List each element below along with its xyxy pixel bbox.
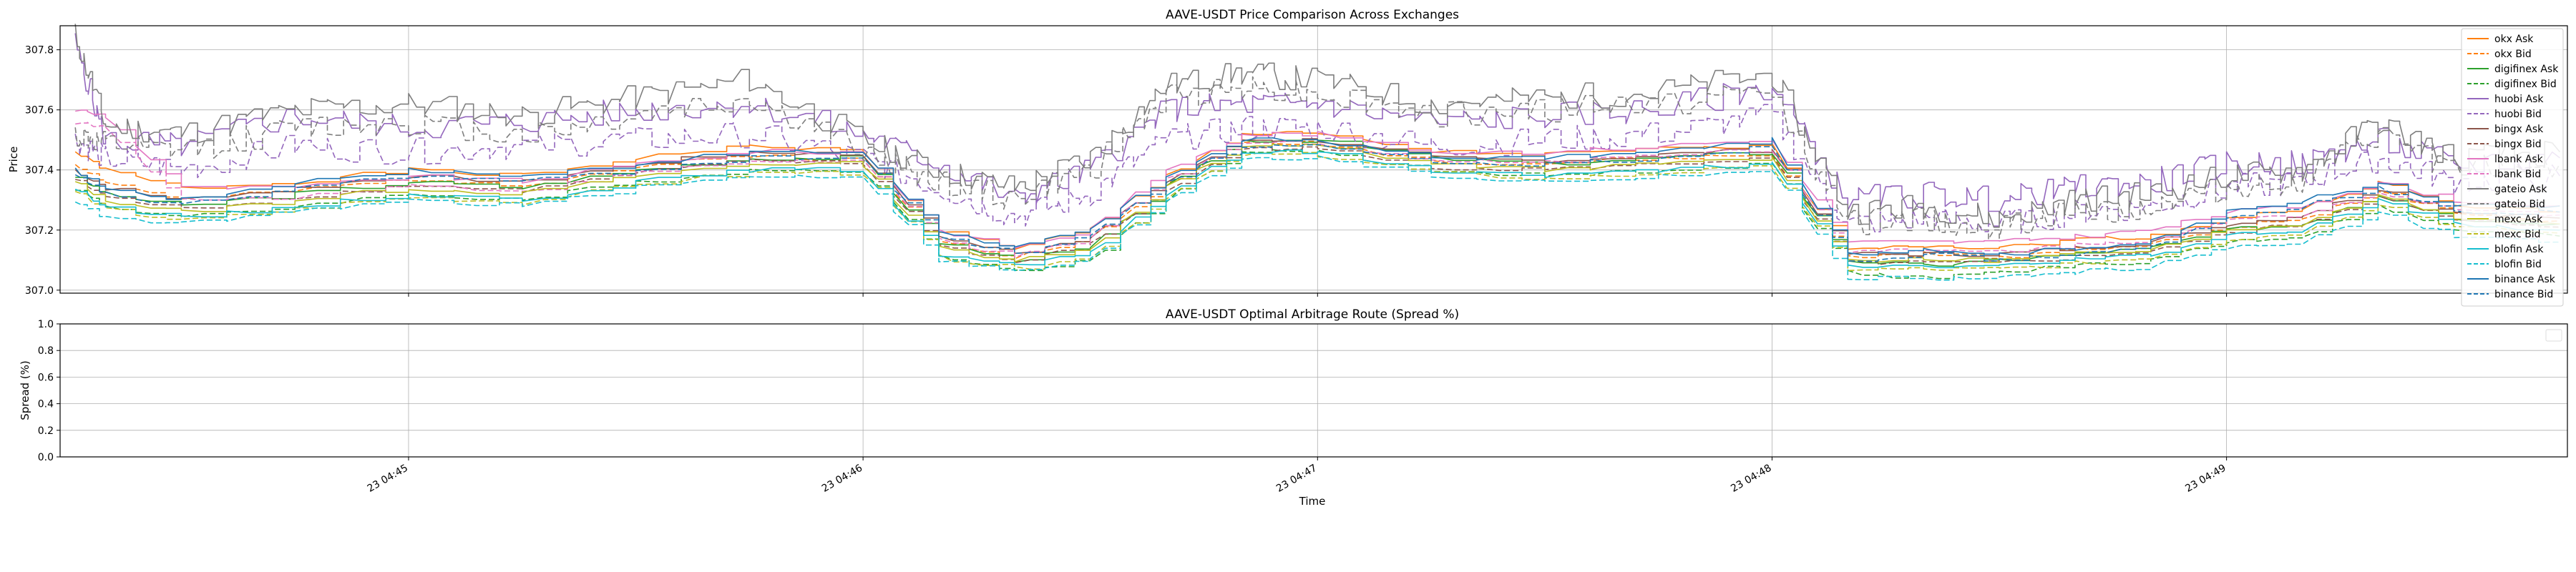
legend-entry: binance Bid — [2494, 289, 2553, 300]
series-line-binance-bid — [74, 144, 2560, 262]
price-chart-y-label: Price — [7, 147, 20, 173]
series-line-gateio-ask — [74, 24, 2561, 228]
series-line-blofin-bid — [74, 155, 2560, 281]
legend-entry: okx Bid — [2494, 49, 2532, 60]
legend-entry: huobi Ask — [2494, 94, 2544, 105]
price-chart-panel: AAVE-USDT Price Comparison Across Exchan… — [7, 8, 2568, 307]
y-tick-label: 0.6 — [38, 372, 54, 383]
y-tick-label: 307.2 — [25, 225, 54, 237]
legend-entry: blofin Ask — [2494, 244, 2544, 255]
legend-entry: huobi Bid — [2494, 109, 2542, 120]
legend-entry: okx Ask — [2494, 34, 2534, 45]
series-line-okx-bid — [74, 140, 2560, 260]
y-tick-label: 307.8 — [25, 45, 54, 56]
spread-chart-x-label: Time — [1299, 495, 1326, 508]
spread-chart-y-label: Spread (%) — [19, 360, 31, 420]
y-tick-label: 0.2 — [38, 425, 54, 437]
empty-legend-box — [2545, 329, 2562, 342]
y-tick-label: 1.0 — [38, 319, 54, 330]
legend-entry: lbank Bid — [2494, 169, 2541, 180]
price-chart-x-tickmarks — [408, 293, 2228, 297]
series-line-huobi-ask — [74, 33, 2560, 214]
series-line-blofin-ask — [74, 149, 2560, 269]
y-tick-label: 0.0 — [38, 452, 54, 463]
series-line-lbank-bid — [75, 122, 2560, 259]
spread-chart-title: AAVE-USDT Optimal Arbitrage Route (Sprea… — [1166, 307, 1459, 322]
spread-chart-frame — [59, 323, 2568, 458]
legend-entry: mexc Ask — [2494, 214, 2543, 225]
legend-entry: blofin Bid — [2494, 259, 2542, 270]
price-chart-series — [74, 24, 2561, 281]
legend-entry: digifinex Bid — [2494, 79, 2557, 90]
y-tick-label: 307.0 — [25, 285, 54, 297]
spread-chart-y-ticks: 0.0 0.2 0.4 0.6 0.8 1.0 — [38, 319, 60, 463]
y-tick-label: 0.8 — [38, 345, 54, 357]
legend-entry: bingx Ask — [2494, 124, 2544, 135]
y-tick-label: 0.4 — [38, 399, 54, 410]
price-chart-legend: okx Ask okx Bid digifinex Ask digifinex Bid… — [2461, 28, 2564, 307]
series-line-mexc-bid — [74, 152, 2560, 272]
legend-entry: binance Ask — [2494, 274, 2556, 285]
series-line-huobi-bid — [74, 104, 2561, 234]
series-line-digifinex-bid — [75, 149, 2560, 280]
legend-entry: lbank Ask — [2494, 154, 2544, 165]
price-chart-y-ticks: 307.0 307.2 307.4 307.6 307.8 — [25, 45, 60, 297]
legend-entry: gateio Ask — [2494, 184, 2547, 195]
y-tick-label: 307.4 — [25, 165, 54, 177]
price-chart-frame — [59, 25, 2568, 294]
series-line-binance-ask — [74, 137, 2560, 256]
legend-entry: gateio Bid — [2494, 199, 2545, 210]
legend-entry: digifinex Ask — [2494, 64, 2559, 75]
y-tick-label: 307.6 — [25, 105, 54, 117]
legend-entry: mexc Bid — [2494, 229, 2541, 240]
legend-entry: bingx Bid — [2494, 139, 2542, 150]
series-line-gateio-bid — [74, 76, 2561, 240]
price-chart-title: AAVE-USDT Price Comparison Across Exchan… — [1166, 8, 1459, 22]
series-line-bingx-bid — [75, 146, 2560, 265]
